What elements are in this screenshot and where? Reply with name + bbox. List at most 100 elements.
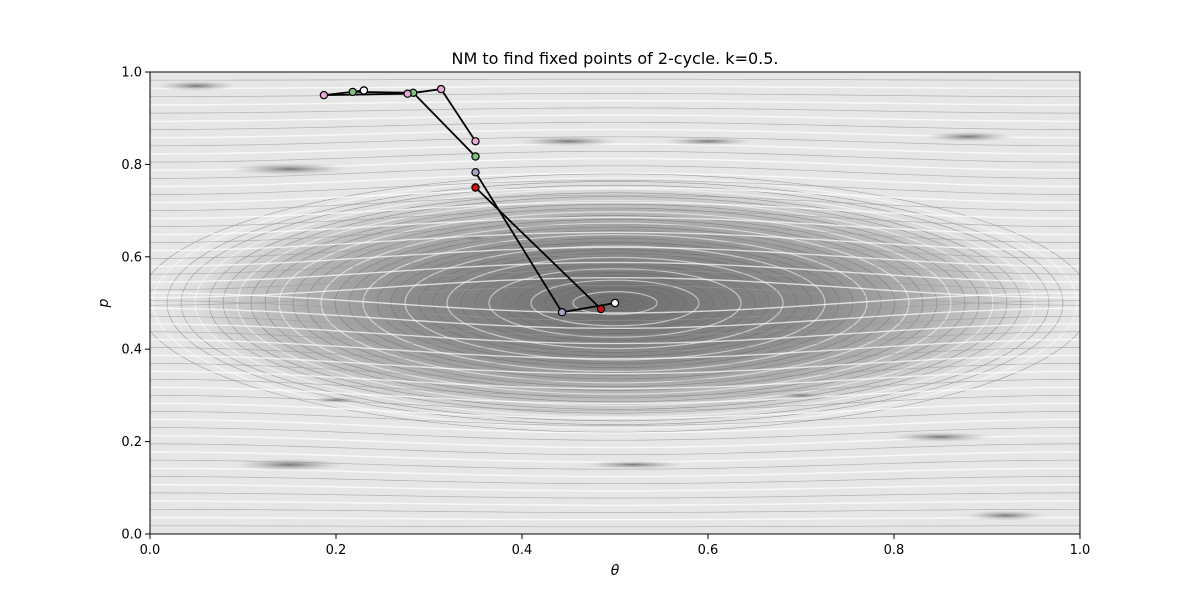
path-4-point-1 xyxy=(471,137,480,146)
island-orbit xyxy=(334,226,896,380)
island-orbit xyxy=(530,279,700,327)
island-orbit xyxy=(292,215,938,391)
y-tick-label: 0.8 xyxy=(121,158,142,173)
sea-orbit xyxy=(150,107,1080,114)
y-tick-label: 0.0 xyxy=(121,528,142,543)
y-axis: 0.0 0.2 0.4 0.6 0.8 1.0 xyxy=(121,66,150,543)
sea-orbit xyxy=(150,347,1080,367)
sea-orbit xyxy=(150,231,1080,252)
sea-orbit xyxy=(150,484,1080,492)
island-orbit xyxy=(558,287,672,319)
x-tick-label: 0.8 xyxy=(884,543,905,558)
secondary-island xyxy=(156,80,237,91)
sea-orbit xyxy=(150,216,1080,236)
sea-orbit xyxy=(150,500,1080,506)
secondary-island xyxy=(229,163,350,176)
x-tick-label: 0.2 xyxy=(326,543,347,558)
sea-orbit xyxy=(150,254,1080,275)
path-4-point-4 xyxy=(319,90,329,100)
sea-orbit xyxy=(150,187,1080,204)
y-tick-label: 0.2 xyxy=(121,435,142,450)
sea-orbit xyxy=(150,508,1080,513)
sea-orbit xyxy=(150,378,1080,397)
sea-orbit xyxy=(150,363,1080,382)
sea-orbit xyxy=(150,427,1080,441)
sea-orbit xyxy=(150,172,1080,188)
x-tick-label: 1.0 xyxy=(1070,543,1091,558)
sea-orbit xyxy=(150,307,1080,329)
island-orbit xyxy=(348,230,882,376)
sea-orbit xyxy=(150,143,1080,155)
path-1-point-1 xyxy=(471,183,480,192)
sea-orbit xyxy=(150,93,1080,98)
sea-orbit xyxy=(150,516,1080,521)
sea-orbit xyxy=(150,121,1080,130)
secondary-island xyxy=(450,235,501,242)
secondary-island xyxy=(923,131,1014,142)
island-orbit xyxy=(306,219,924,387)
island-orbit xyxy=(180,184,1050,422)
secondary-island xyxy=(776,392,826,399)
secondary-island xyxy=(518,136,619,147)
sea-orbit xyxy=(150,370,1080,390)
path-3-point-3 xyxy=(348,87,357,97)
path-2-point-2 xyxy=(557,308,567,317)
path-4-point-5 xyxy=(359,86,369,95)
y-axis-label: p xyxy=(96,298,112,308)
sea-orbit xyxy=(150,78,1080,81)
sea-orbit xyxy=(150,402,1080,419)
sea-orbit xyxy=(150,476,1080,485)
sea-orbit xyxy=(150,180,1080,195)
sea-orbit xyxy=(150,411,1080,426)
plot-frame xyxy=(149,71,1081,535)
island-orbit xyxy=(446,256,784,350)
island-orbit xyxy=(362,234,868,373)
x-tick-label: 0.6 xyxy=(698,543,719,558)
path-4-point-3 xyxy=(403,89,412,98)
sea-orbit xyxy=(150,246,1080,267)
sea-orbit xyxy=(150,300,1080,322)
island-orbit xyxy=(236,199,994,407)
sea-orbit xyxy=(150,492,1080,499)
sea-orbit xyxy=(150,269,1080,291)
island-orbit xyxy=(586,295,644,311)
newton-points xyxy=(319,84,620,317)
path-2-point-3 xyxy=(610,298,620,308)
chart-title: NM to find fixed points of 2-cycle. k=0.… xyxy=(451,49,778,68)
secondary-island xyxy=(663,137,753,146)
sea-orbit xyxy=(150,85,1080,90)
x-tick-label: 0.4 xyxy=(512,543,533,558)
island-orbit xyxy=(432,253,798,353)
secondary-island xyxy=(890,431,991,442)
path-4-point-2 xyxy=(436,84,446,94)
sea-orbit xyxy=(150,315,1080,337)
island-orbit xyxy=(418,249,812,357)
island-orbit xyxy=(544,283,686,323)
island-orbit xyxy=(460,260,770,346)
secondary-island xyxy=(583,460,684,469)
island-orbit xyxy=(194,188,1036,418)
island-orbit xyxy=(488,268,742,338)
plot-area xyxy=(150,72,1080,534)
sea-orbit xyxy=(150,443,1080,456)
island-orbit xyxy=(166,181,1064,425)
sea-orbit xyxy=(150,100,1080,106)
island-orbit xyxy=(502,272,728,334)
island-orbit xyxy=(320,222,910,384)
x-axis-label: θ xyxy=(611,563,620,579)
island-orbit xyxy=(222,196,1008,410)
island-orbit xyxy=(208,192,1022,414)
sea-orbit xyxy=(150,201,1080,220)
sea-orbit xyxy=(150,354,1080,375)
sea-orbit xyxy=(150,292,1080,314)
sea-orbit xyxy=(150,525,1080,528)
sea-orbit xyxy=(150,239,1080,259)
sea-orbit xyxy=(150,114,1080,122)
sea-orbit xyxy=(150,331,1080,352)
secondary-island xyxy=(234,458,345,471)
sea-orbit xyxy=(150,150,1080,163)
island-orbit xyxy=(152,177,1078,430)
sea-orbit xyxy=(150,323,1080,345)
x-axis: 0.0 0.2 0.4 0.6 0.8 1.0 xyxy=(140,534,1091,558)
